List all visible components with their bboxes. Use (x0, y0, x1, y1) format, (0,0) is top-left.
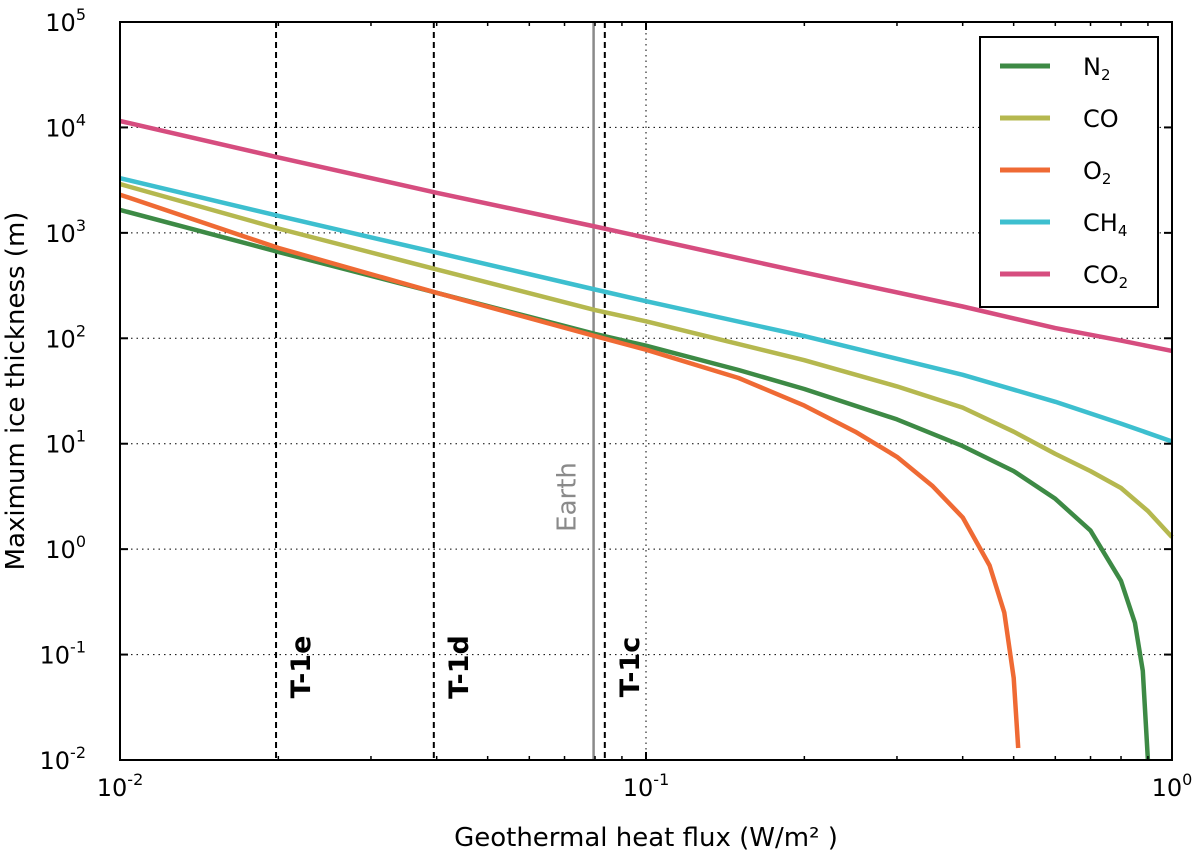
axis-ticks: 10-2 10-1 100 10-2 10-1 100 101 102 103 104 105 (40, 5, 1193, 802)
series-line-o2 (119, 192, 1021, 749)
x-tick-label: 100 (1152, 770, 1193, 802)
y-tick-label: 100 (45, 532, 86, 564)
y-tick-label: 103 (45, 216, 86, 248)
legend-label-o2: O2 (1083, 157, 1111, 188)
legend-label-co: CO (1083, 105, 1119, 133)
series-line-co (119, 181, 1174, 539)
legend-label-co2: CO2 (1083, 261, 1128, 292)
y-tick-label: 10-1 (40, 638, 87, 670)
data-series (119, 118, 1174, 761)
x-axis-label: Geothermal heat flux (W/m² ) (454, 823, 838, 853)
y-tick-label: 101 (45, 427, 86, 459)
legend-label-ch4: CH4 (1083, 209, 1127, 240)
x-tick-label: 10-1 (623, 770, 670, 802)
vertical-reference-lines: T-1e T-1d T-1c Earth (275, 22, 646, 760)
y-tick-label: 104 (45, 110, 86, 142)
series-line-co2 (119, 118, 1173, 354)
vline-label-t-1d: T-1d (444, 635, 475, 699)
vline-label-t-1e: T-1e (286, 636, 317, 699)
y-tick-label: 102 (45, 321, 86, 353)
y-tick-label: 10-2 (40, 743, 87, 775)
y-tick-label: 105 (45, 5, 86, 37)
vline-label-t-1c: T-1c (615, 637, 646, 697)
legend: N2 CO O2 CH4 CO2 (979, 36, 1159, 308)
series-line-ch4 (119, 176, 1173, 444)
y-axis-label: Maximum ice thickness (m) (1, 212, 31, 571)
x-tick-label: 10-2 (97, 770, 144, 802)
vline-label-earth: Earth (553, 462, 583, 532)
legend-label-n2: N2 (1083, 53, 1111, 84)
